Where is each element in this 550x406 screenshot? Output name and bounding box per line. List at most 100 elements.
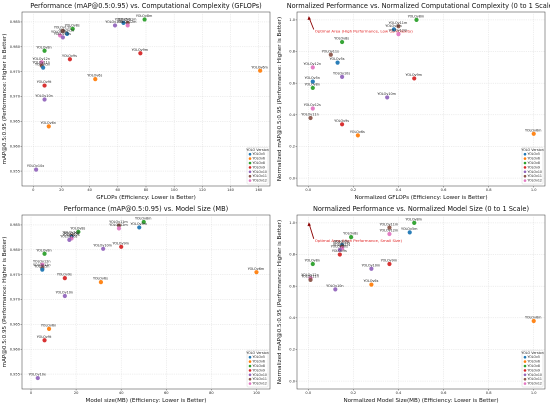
point-label: YOLOv8m	[136, 14, 153, 18]
legend-item: YOLOv11	[528, 174, 542, 178]
point-label: YOLOv9m	[406, 73, 423, 77]
legend-item: YOLOv9	[528, 368, 540, 372]
point-label: YOLOv10n	[35, 94, 52, 98]
data-point	[387, 231, 392, 237]
legend-box	[521, 146, 544, 185]
point-label: YOLOv12n	[32, 57, 49, 61]
legend-marker	[523, 174, 527, 178]
point-label: YOLOv9t	[37, 80, 52, 84]
legend-item: YOLOv12	[253, 382, 267, 386]
data-point	[385, 95, 390, 100]
point-label: YOLOv5s	[330, 57, 345, 61]
point-label: YOLOv10m	[377, 92, 396, 96]
legend-item: YOLOv6	[528, 360, 540, 364]
legend-item: YOLOv8	[253, 161, 265, 165]
y-axis-label: Normalized mAP@0.5:0.95 (Performance: Hi…	[277, 220, 283, 384]
x-tick-label: 160	[255, 188, 263, 192]
x-tick-label: 0.0	[305, 391, 311, 395]
data-point	[35, 375, 40, 381]
data-point	[62, 276, 67, 281]
data-point	[62, 293, 67, 299]
point-label: YOLOv5s	[334, 240, 349, 244]
data-point	[369, 282, 374, 287]
point-label: YOLOv8n	[305, 83, 320, 87]
x-tick-label: 80	[144, 188, 149, 192]
y-tick-label: 0.955	[10, 169, 20, 173]
annotation-arrowhead	[307, 16, 311, 20]
x-axis-label: GFLOPs (Efficiency: Lower is Better)	[96, 195, 196, 201]
data-point	[40, 262, 45, 267]
x-tick-label: 140	[227, 188, 235, 192]
point-label: YOLOv10n	[326, 284, 343, 288]
point-label: YOLOv10s	[54, 32, 71, 36]
legend-marker	[523, 152, 527, 156]
chart-title: Performance (mAP@0.5:0.95) vs. Model Siz…	[64, 205, 228, 213]
data-point	[349, 235, 354, 240]
data-point	[138, 51, 143, 56]
y-tick-label: 0.2	[289, 348, 295, 352]
legend: YOLO VersionYOLOv5YOLOv6YOLOv8YOLOv9YOLO…	[246, 146, 269, 185]
point-label: YOLOv6m	[525, 316, 542, 320]
y-tick-label: 0.8	[289, 253, 295, 257]
data-point	[335, 60, 340, 65]
point-label: YOLOv8m	[406, 218, 423, 222]
x-tick-label: 0.8	[486, 391, 492, 395]
data-point	[310, 79, 315, 84]
x-tick-label: 20	[74, 391, 79, 395]
legend-item: YOLOv5	[528, 152, 540, 156]
legend-title: YOLO Version	[521, 148, 544, 152]
legend-item: YOLOv5	[253, 355, 265, 359]
point-label: YOLOv11n	[32, 60, 49, 64]
legend: YOLO VersionYOLOv5YOLOv6YOLOv8YOLOv9YOLO…	[246, 349, 269, 388]
chart-title: Performance (mAP@0.5:0.95) vs. Computati…	[30, 2, 262, 10]
point-label: YOLOv11m	[380, 222, 399, 226]
point-label: YOLOv11s	[54, 25, 71, 29]
data-point	[60, 35, 65, 40]
data-point	[33, 167, 39, 172]
legend-marker	[248, 152, 252, 156]
legend-marker	[248, 170, 252, 174]
x-tick-label: 0.4	[396, 391, 402, 395]
legend-marker	[248, 377, 252, 381]
data-point	[339, 39, 345, 45]
legend-item: YOLOv11	[253, 377, 267, 381]
chart-title: Normalized Performance vs. Normalized Co…	[287, 2, 550, 10]
data-point	[67, 57, 73, 62]
legend-title: YOLO Version	[521, 351, 544, 355]
data-point	[119, 244, 124, 249]
data-point	[60, 28, 65, 33]
legend-item: YOLOv5	[253, 152, 265, 156]
data-point	[42, 251, 47, 256]
data-point	[39, 60, 44, 65]
y-tick-label: 0.8	[289, 50, 295, 54]
y-tick-label: 0.970	[10, 95, 21, 99]
point-label: YOLOv9s	[62, 54, 77, 58]
point-label: YOLOv10s	[331, 244, 348, 248]
x-tick-label: 0.0	[305, 188, 311, 192]
legend-marker	[248, 174, 252, 178]
point-label: YOLOv12m	[389, 29, 408, 33]
y-tick-label: 1.0	[289, 221, 295, 225]
annotation-arrow	[308, 18, 315, 30]
plot-area	[296, 214, 546, 390]
legend-marker	[523, 377, 527, 381]
legend-marker	[523, 382, 527, 385]
data-point	[337, 252, 342, 257]
chart-title: Normalized Performance vs. Normalized Mo…	[313, 205, 529, 213]
data-point	[369, 266, 374, 271]
x-axis-label: Normalized GFLOPs (Efficiency: Lower is …	[354, 195, 487, 201]
x-tick-label: 0.6	[441, 188, 447, 192]
legend-item: YOLOv12	[528, 382, 542, 386]
legend-marker	[248, 382, 252, 385]
point-label: YOLOv8m	[135, 217, 152, 221]
y-tick-label: 0.2	[289, 145, 295, 149]
data-point	[76, 229, 81, 235]
point-label: YOLOv6n	[41, 121, 56, 125]
chart-perf-vs-size: 0 20 40 60 80 100 0.955 0.960 0.965 0.970 0.975 0.9…	[2, 205, 271, 404]
data-point	[414, 17, 419, 23]
data-point	[101, 246, 106, 251]
data-point	[328, 52, 333, 57]
data-point	[46, 326, 52, 331]
legend-box	[246, 349, 269, 388]
legend-marker	[248, 179, 252, 182]
